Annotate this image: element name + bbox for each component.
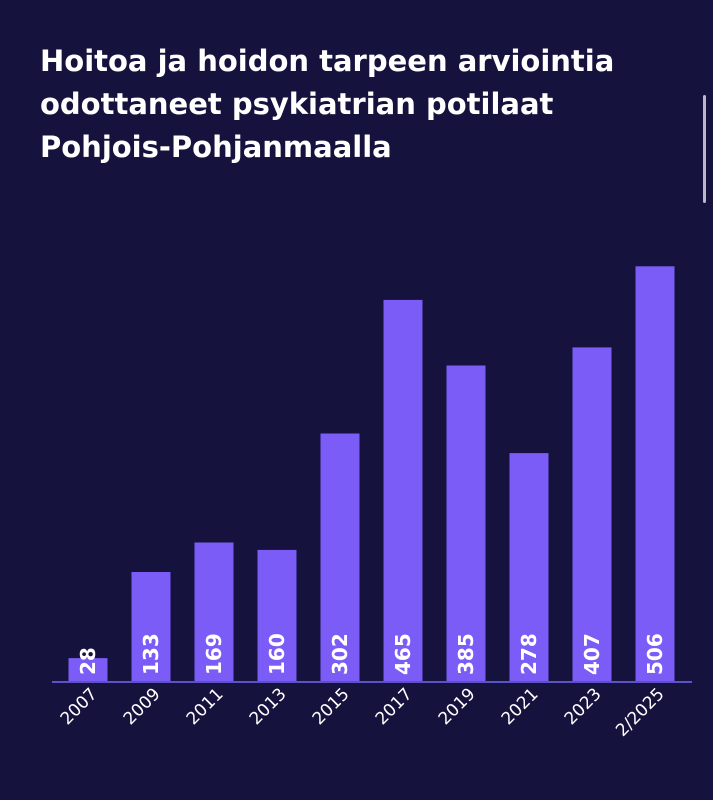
bar-value-label: 465 [391, 633, 415, 675]
bar-2009 [131, 572, 171, 681]
chart-title-line-3: Pohjois-Pohjanmaalla [40, 130, 392, 164]
bar-value-label: 28 [76, 647, 100, 675]
x-tick-label: 2/2025 [612, 684, 668, 740]
bar-value-label: 506 [643, 633, 667, 675]
x-tick-label: 2007 [57, 684, 102, 729]
x-tick-label: 2013 [246, 684, 291, 729]
x-tick-label: 2015 [309, 684, 354, 729]
bar-2019 [446, 365, 486, 681]
bar-2017 [383, 299, 423, 681]
bar-2015 [320, 433, 360, 681]
x-tick-label: 2011 [183, 684, 228, 729]
bar-value-label: 160 [265, 633, 289, 675]
bar-2-2025 [635, 266, 675, 681]
x-tick-label: 2017 [372, 684, 417, 729]
bar-value-label: 302 [328, 633, 352, 675]
x-tick-label: 2019 [435, 684, 480, 729]
bar-value-label: 169 [202, 633, 226, 675]
x-tick-label: 2009 [120, 684, 165, 729]
bar-value-label: 133 [139, 633, 163, 675]
bar-2021 [509, 453, 549, 681]
bar-value-label: 278 [517, 633, 541, 675]
bar-2011 [194, 542, 234, 681]
x-tick-label: 2021 [498, 684, 543, 729]
x-tick-label: 2023 [561, 684, 606, 729]
bar-2023 [572, 347, 612, 681]
bar-value-label: 407 [580, 633, 604, 675]
chart-title-line-2: odottaneet psykiatrian potilaat [40, 87, 554, 121]
chart-title-line-1: Hoitoa ja hoidon tarpeen arviointia [40, 44, 615, 78]
bar-2013 [257, 549, 297, 681]
chart-title: Hoitoa ja hoidon tarpeen arviointia odot… [40, 40, 680, 169]
bar-value-label: 385 [454, 633, 478, 675]
bar-2007 [68, 658, 108, 681]
scrollbar[interactable] [703, 95, 706, 203]
